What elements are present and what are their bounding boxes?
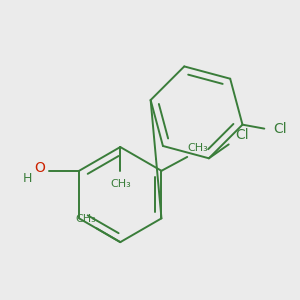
Text: O: O — [34, 161, 45, 175]
Text: Cl: Cl — [236, 128, 249, 142]
Text: H: H — [23, 172, 32, 185]
Text: CH₃: CH₃ — [110, 179, 131, 189]
Text: CH₃: CH₃ — [188, 143, 208, 153]
Text: Cl: Cl — [273, 122, 287, 136]
Text: CH₃: CH₃ — [75, 214, 96, 224]
